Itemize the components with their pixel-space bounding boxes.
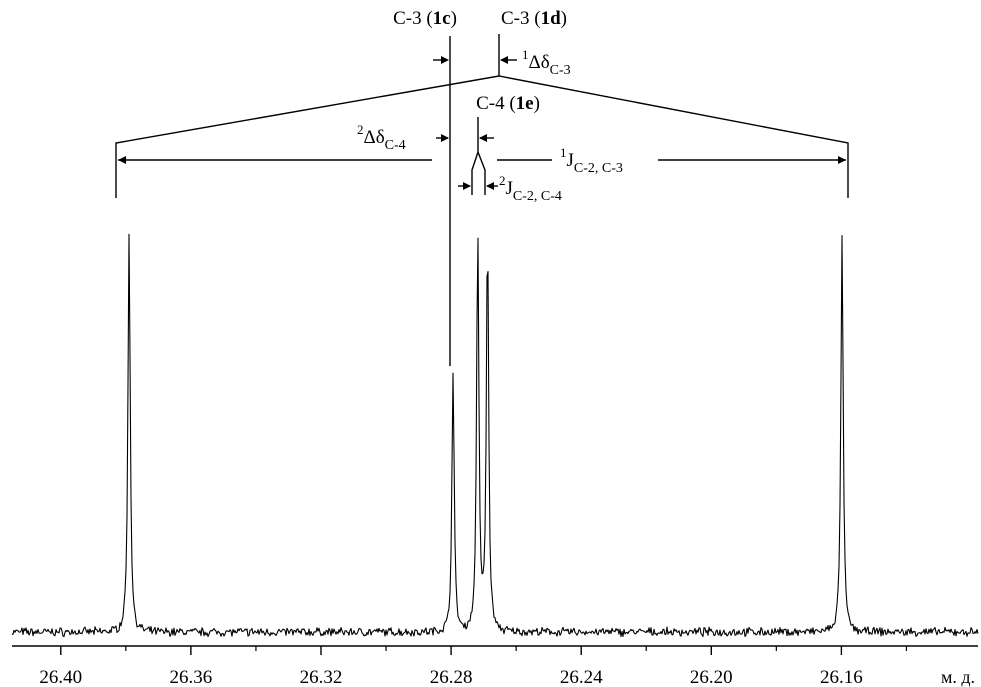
x-tick-label: 26.28 <box>430 667 473 687</box>
arrowhead <box>463 182 471 190</box>
label-j1: 1JC-2, C-3 <box>560 145 623 176</box>
label-c3-1d: C-3 (1d) <box>501 8 567 29</box>
x-axis-unit-label: м. д. <box>941 667 975 687</box>
peak-marks <box>128 230 843 370</box>
roof-line-2j <box>471 149 486 195</box>
peak-point <box>477 230 479 232</box>
label-c3-1c: C-3 (1c) <box>393 8 457 29</box>
arrowhead <box>486 182 494 190</box>
x-tick-label: 26.36 <box>170 667 213 687</box>
x-tick-label: 26.20 <box>690 667 733 687</box>
label-c4-1e: C-4 (1e) <box>476 93 540 114</box>
label-delta2-c4: 2ΔδC-4 <box>357 122 406 153</box>
arrowhead <box>838 156 846 164</box>
label-delta1-c3: 1ΔδC-3 <box>522 47 571 78</box>
arrowhead <box>441 56 449 64</box>
arrowhead <box>479 134 487 142</box>
peak-point <box>128 230 130 232</box>
x-tick-label: 26.24 <box>560 667 603 687</box>
peak-point <box>487 230 489 232</box>
x-tick-label: 26.40 <box>39 667 82 687</box>
spectrum-trace <box>11 233 979 638</box>
x-tick-label: 26.32 <box>300 667 343 687</box>
peak-point <box>841 230 843 232</box>
x-axis-tick-labels: 26.40 26.36 26.32 26.28 26.24 26.20 26.16 <box>39 667 862 687</box>
annotation-lines <box>115 34 849 366</box>
x-tick-label: 26.16 <box>820 667 863 687</box>
peak-point <box>452 368 454 370</box>
arrowhead <box>118 156 126 164</box>
x-axis-ticks <box>60 646 908 655</box>
arrowhead <box>500 56 508 64</box>
arrow-heads <box>118 56 846 190</box>
arrowhead <box>441 134 449 142</box>
label-j2: 2JC-2, C-4 <box>499 173 562 204</box>
